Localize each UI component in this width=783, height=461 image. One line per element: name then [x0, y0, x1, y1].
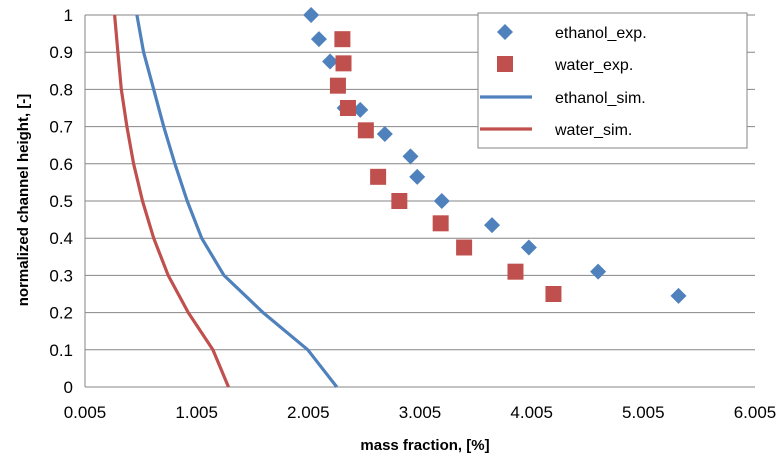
data-point-ethanol-exp-7 [402, 148, 419, 165]
legend: ethanol_exp. water_exp. ethanol_sim. water_… [477, 12, 748, 149]
data-point-water-exp-9 [507, 263, 524, 280]
data-point-ethanol-exp-5 [352, 101, 369, 118]
series-line-ethanol-sim [135, 14, 339, 388]
data-point-water-exp-0 [334, 31, 351, 48]
x-axis-title: mass fraction, [%] [360, 437, 489, 454]
legend-swatch-ethanol-exp [497, 24, 513, 40]
data-point-ethanol-exp-11 [520, 239, 537, 256]
y-tick-labels: 0 0.1 0.2 0.3 0.4 0.5 0.6 0.7 0.8 0.9 1 [49, 6, 73, 397]
data-point-water-exp-7 [432, 215, 449, 232]
legend-label-water-exp: water_exp. [554, 57, 633, 74]
data-point-ethanol-exp-2 [322, 53, 339, 70]
y-tick-label: 0.5 [49, 192, 73, 211]
y-tick-label: 0.2 [49, 304, 73, 323]
data-point-water-exp-3 [339, 100, 356, 116]
y-tick-label: 0.9 [49, 43, 73, 62]
x-tick-label: 2.005 [287, 403, 330, 422]
series-line-water-sim [113, 14, 230, 388]
x-tick-label: 3.005 [399, 403, 442, 422]
x-tick-label: 5.005 [622, 403, 665, 422]
data-point-ethanol-exp-13 [670, 287, 687, 304]
data-point-water-exp-10 [545, 286, 562, 302]
y-tick-label: 0.7 [49, 118, 73, 137]
plot-frame [84, 15, 755, 388]
y-tick-label: 0.8 [49, 80, 73, 99]
x-tick-label: 4.005 [510, 403, 553, 422]
x-tick-labels: 0.005 1.005 2.005 3.005 4.005 5.005 6.005 [64, 403, 777, 422]
data-point-water-exp-6 [391, 193, 408, 209]
legend-label-ethanol-sim: ethanol_sim. [555, 90, 646, 107]
data-point-water-exp-5 [370, 168, 387, 185]
y-tick-label: 0.1 [49, 341, 73, 360]
x-tick-label: 1.005 [175, 403, 218, 422]
y-tick-label: 1 [64, 6, 73, 25]
series-layer [113, 7, 687, 388]
data-point-ethanol-exp-10 [484, 217, 501, 234]
legend-swatch-water-exp [497, 56, 513, 72]
data-point-ethanol-exp-9 [433, 193, 450, 209]
data-point-water-exp-1 [335, 55, 352, 72]
legend-box [477, 12, 748, 149]
y-tick-label: 0.6 [49, 155, 73, 174]
y-tick-label: 0.3 [49, 266, 73, 285]
x-tick-label: 0.005 [64, 403, 107, 422]
data-point-ethanol-exp-8 [409, 168, 426, 185]
y-tick-label: 0.4 [49, 229, 73, 248]
data-point-water-exp-2 [329, 77, 346, 94]
data-point-ethanol-exp-0 [303, 7, 320, 23]
data-point-ethanol-exp-1 [310, 31, 327, 48]
data-point-ethanol-exp-12 [590, 263, 607, 280]
data-point-ethanol-exp-6 [376, 126, 393, 143]
data-point-water-exp-4 [357, 122, 374, 139]
x-tick-label: 6.005 [734, 403, 777, 422]
data-point-water-exp-8 [456, 239, 473, 256]
legend-label-water-sim: water_sim. [554, 122, 632, 139]
y-axis-title: normalized channel height, [-] [15, 94, 32, 307]
legend-label-ethanol-exp: ethanol_exp. [555, 25, 647, 42]
y-tick-label: 0 [64, 378, 73, 397]
